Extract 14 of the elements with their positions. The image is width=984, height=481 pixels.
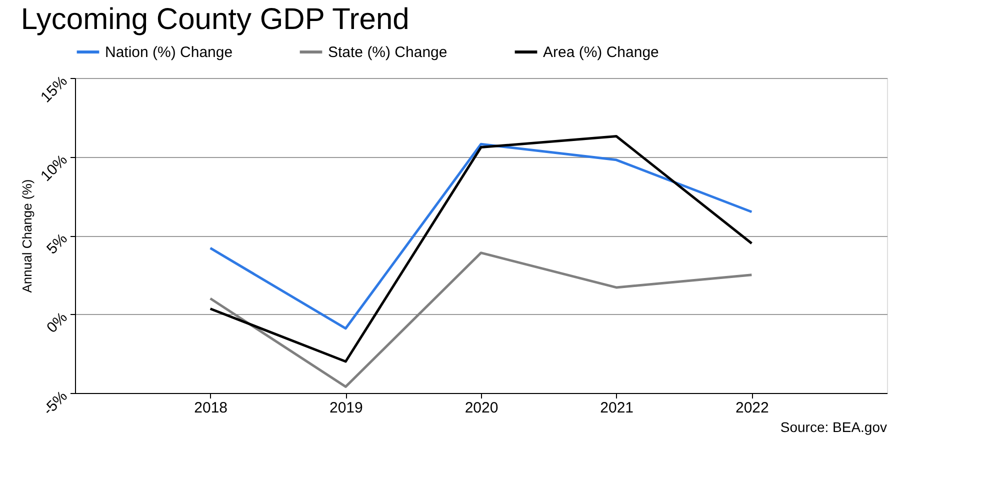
source-note: Source: BEA.gov <box>780 419 887 435</box>
chart-title: Lycoming County GDP Trend <box>20 3 410 36</box>
x-tick-label: 2020 <box>464 400 498 416</box>
y-tick-label: -5% <box>40 388 71 419</box>
y-axis-title: Annual Change (%) <box>19 179 34 293</box>
x-tick-label: 2018 <box>194 400 228 416</box>
x-tick-label: 2019 <box>329 400 363 416</box>
y-tick-label: 0% <box>44 309 71 336</box>
legend-label: Area (%) Change <box>543 44 659 61</box>
legend-label: Nation (%) Change <box>105 44 233 61</box>
y-tick-label: 5% <box>44 230 71 258</box>
x-tick-label: 2022 <box>735 400 769 416</box>
legend-label: State (%) Change <box>328 44 448 61</box>
x-tick-label: 2021 <box>600 400 634 416</box>
